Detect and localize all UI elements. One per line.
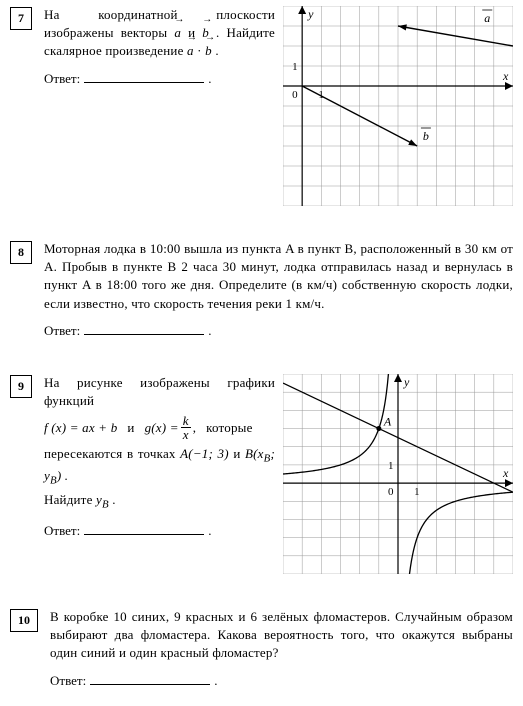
formula-g: g(x) =	[145, 419, 179, 437]
text: .	[112, 492, 115, 507]
vector-a: a	[187, 42, 194, 60]
answer-row: Ответ: .	[50, 671, 513, 690]
text: ·	[197, 43, 205, 58]
text: .	[216, 25, 226, 40]
problem-number: 9	[10, 375, 32, 398]
text: Моторная лодка в 10:00 вышла из пункта A…	[44, 240, 513, 313]
text: которые	[206, 419, 252, 437]
text: пересекаются в точках	[44, 446, 180, 461]
svg-text:x: x	[502, 466, 509, 480]
answer-blank[interactable]	[84, 321, 204, 335]
problem-content: В коробке 10 синих, 9 красных и 6 зелёны…	[50, 608, 513, 690]
answer-end: .	[214, 672, 217, 690]
subscript: B	[50, 475, 57, 487]
problem-text: На координатной плоскости изображены век…	[44, 6, 275, 88]
answer-label: Ответ:	[44, 322, 80, 340]
text: ,	[193, 419, 196, 437]
point-a: A(−1; 3)	[180, 446, 229, 461]
answer-end: .	[208, 70, 211, 88]
frac-num: k	[181, 414, 191, 428]
answer-row: Ответ: .	[44, 321, 513, 340]
text: ) .	[57, 468, 68, 483]
answer-blank[interactable]	[90, 671, 210, 685]
answer-label: Ответ:	[44, 522, 80, 540]
problem-content: Моторная лодка в 10:00 вышла из пункта A…	[44, 240, 513, 340]
text: .	[215, 43, 218, 58]
y-b: yB	[96, 492, 112, 507]
text: и	[127, 419, 134, 437]
answer-label: Ответ:	[50, 672, 86, 690]
svg-text:b: b	[423, 129, 429, 143]
problem-content: На рисунке изображены графики функций f …	[44, 374, 513, 574]
chart-9: y x 0 1 1 A	[283, 374, 513, 574]
answer-blank[interactable]	[84, 69, 204, 83]
svg-text:1: 1	[414, 486, 420, 498]
svg-text:x: x	[502, 69, 509, 83]
svg-text:0: 0	[292, 89, 298, 101]
problem-text: На рисунке изображены графики функций f …	[44, 374, 275, 540]
formula-f: f (x) = ax + b	[44, 419, 117, 437]
vector-a: a	[174, 24, 181, 42]
svg-text:y: y	[403, 375, 410, 389]
problem-9: 9 На рисунке изображены графики функций …	[10, 374, 513, 574]
problem-7: 7 На координатной плоскости изображены в…	[10, 6, 513, 206]
svg-text:a: a	[484, 11, 490, 25]
svg-text:1: 1	[388, 460, 394, 472]
answer-label: Ответ:	[44, 70, 80, 88]
fraction: k x	[181, 414, 191, 441]
svg-text:A: A	[383, 414, 392, 428]
svg-text:1: 1	[292, 61, 298, 73]
svg-text:0: 0	[388, 486, 394, 498]
problem-number: 7	[10, 7, 32, 30]
problem-10: 10 В коробке 10 синих, 9 красных и 6 зел…	[10, 608, 513, 690]
answer-end: .	[208, 322, 211, 340]
answer-row: Ответ: .	[44, 69, 275, 88]
subscript: B	[102, 498, 109, 510]
answer-blank[interactable]	[84, 521, 204, 535]
svg-text:y: y	[307, 7, 314, 21]
problem-number: 10	[10, 609, 38, 632]
text: и	[233, 446, 245, 461]
answer-row: Ответ: .	[44, 521, 275, 540]
problem-8: 8 Моторная лодка в 10:00 вышла из пункта…	[10, 240, 513, 340]
problem-content: На координатной плоскости изображены век…	[44, 6, 513, 206]
text: Найдите	[44, 492, 96, 507]
problem-text: В коробке 10 синих, 9 красных и 6 зелёны…	[50, 608, 513, 690]
text: На рисунке изображены графики функций	[44, 375, 275, 408]
answer-end: .	[208, 522, 211, 540]
chart-7: yx011ab	[283, 6, 513, 206]
problem-number: 8	[10, 241, 32, 264]
text: B(x	[245, 446, 264, 461]
vector-b: b	[205, 42, 212, 60]
problem-text: Моторная лодка в 10:00 вышла из пункта A…	[44, 240, 513, 340]
frac-den: x	[181, 428, 191, 441]
text: В коробке 10 синих, 9 красных и 6 зелёны…	[50, 608, 513, 663]
